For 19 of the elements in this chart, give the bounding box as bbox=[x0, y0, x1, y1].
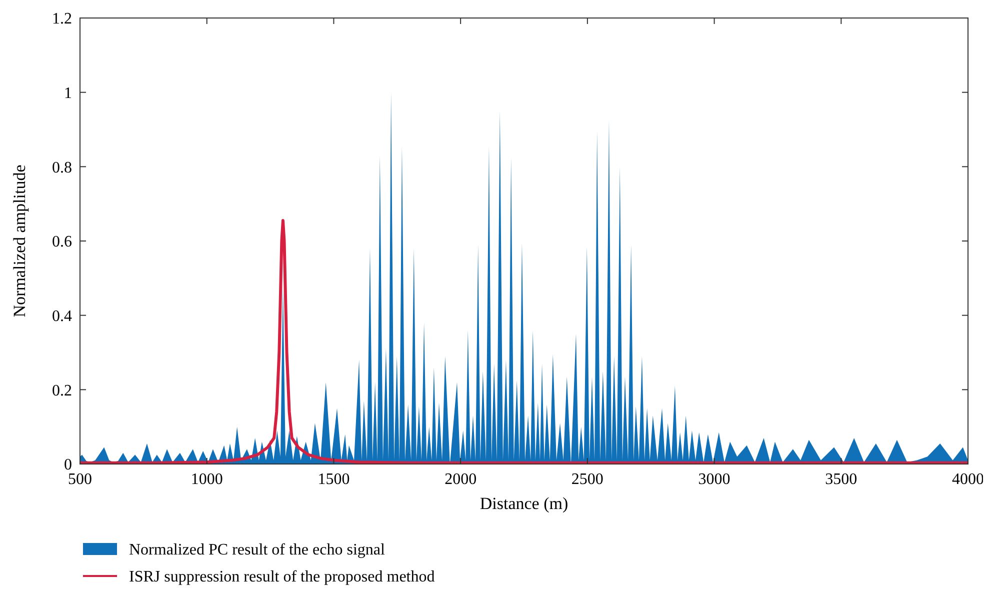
y-tick-label: 0 bbox=[64, 456, 72, 474]
y-tick-label: 1 bbox=[64, 84, 72, 102]
y-tick-label: 0.2 bbox=[52, 382, 72, 400]
x-tick-label: 1000 bbox=[190, 471, 223, 488]
x-tick-label: 3000 bbox=[698, 471, 730, 488]
y-axis-title: Normalized amplitude bbox=[10, 164, 29, 318]
x-tick-label: 2000 bbox=[444, 471, 477, 488]
line-series bbox=[78, 219, 970, 464]
x-axis-title: Distance (m) bbox=[480, 494, 568, 513]
y-tick-label: 0.6 bbox=[52, 234, 72, 251]
x-tick-label: 1500 bbox=[318, 471, 350, 488]
legend-label: ISRJ suppression result of the proposed method bbox=[129, 568, 435, 586]
x-tick-label: 500 bbox=[68, 471, 92, 488]
y-tick-label: 1.2 bbox=[52, 10, 72, 28]
legend-label: Normalized PC result of the echo signal bbox=[129, 542, 386, 559]
y-tick-label: 0.8 bbox=[52, 159, 72, 176]
y-tick-label: 0.4 bbox=[52, 308, 72, 325]
x-tick-label: 3500 bbox=[825, 471, 858, 488]
x-tick-label: 2500 bbox=[571, 471, 604, 488]
